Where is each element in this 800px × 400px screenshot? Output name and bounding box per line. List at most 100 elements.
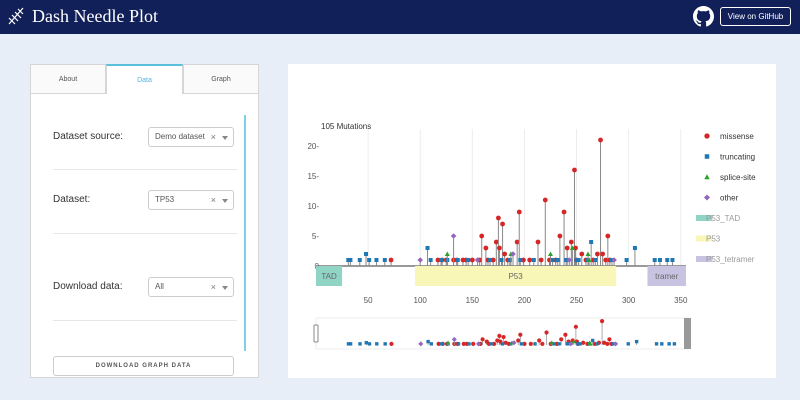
range-needle-point	[568, 341, 574, 347]
range-needle-point	[605, 341, 610, 346]
range-needle-point	[576, 342, 580, 346]
x-tick-label: 250	[570, 296, 584, 305]
range-needle-point	[588, 341, 593, 346]
needle-point-truncating	[364, 252, 369, 256]
needle-point-missense	[514, 239, 520, 245]
range-needle-point	[518, 332, 523, 337]
dataset-select[interactable]: TP53 ×	[148, 190, 234, 210]
tab-data[interactable]: Data	[106, 64, 183, 94]
range-needle-point	[456, 342, 461, 346]
dataset-source-label: Dataset source:	[53, 131, 124, 142]
view-on-github-button[interactable]: View on GitHub	[720, 7, 791, 26]
range-needle-point	[511, 340, 517, 346]
needle-point-truncating	[593, 258, 598, 262]
app-title: Dash Needle Plot	[32, 6, 158, 26]
range-needle-point	[461, 341, 466, 346]
needle-point-truncating	[624, 258, 629, 262]
range-needle-point	[626, 342, 630, 346]
needle-point-missense	[500, 221, 505, 227]
legend-swatch	[696, 235, 712, 242]
needle-point-truncating	[499, 258, 504, 262]
y-tick-label: 15-	[307, 172, 319, 181]
needle-point-truncating	[518, 258, 523, 262]
tab-graph[interactable]: Graph	[183, 64, 259, 94]
needle-point-other	[510, 251, 516, 257]
range-needle-point	[540, 341, 545, 346]
needle-point-missense	[495, 215, 501, 221]
needle-plot-panel: 105 Mutations5010015020025030035005-10-1…	[288, 64, 776, 378]
range-needle-point	[375, 342, 379, 346]
needle-point-truncating	[367, 258, 372, 262]
dataset-source-value: Demo dataset	[155, 132, 205, 141]
download-data-label: Download data:	[53, 281, 123, 292]
dataset-source-select[interactable]: Demo dataset ×	[148, 127, 234, 147]
range-needle-point	[389, 341, 394, 346]
needle-point-missense	[568, 239, 574, 245]
x-tick-label: 50	[364, 296, 373, 305]
x-tick-label: 300	[622, 296, 636, 305]
legend-swatch	[696, 215, 712, 221]
range-needle-point	[348, 342, 353, 346]
needle-point-missense	[479, 233, 485, 239]
range-needle-point	[445, 340, 451, 345]
needle-point-truncating	[488, 258, 493, 262]
range-needle-point	[563, 332, 568, 337]
range-needle-point	[519, 342, 524, 346]
range-needle-point	[500, 342, 505, 346]
needle-point-other	[474, 257, 481, 263]
data-tab-content: Dataset source: Demo dataset × Dataset: …	[30, 94, 259, 378]
range-handle-left	[313, 324, 319, 343]
range-needle-point	[599, 319, 605, 324]
y-tick-label: 10-	[307, 202, 319, 211]
needle-point-truncating	[346, 258, 351, 262]
divider	[53, 169, 237, 170]
needle-point-truncating	[550, 258, 555, 262]
clear-icon[interactable]: ×	[210, 195, 216, 205]
clear-icon[interactable]: ×	[210, 282, 216, 292]
range-needle-point	[364, 341, 368, 345]
chevron-down-icon[interactable]	[222, 199, 228, 203]
needle-point-missense	[579, 251, 585, 257]
needle-point-truncating	[665, 258, 670, 262]
x-tick-label: 100	[414, 296, 428, 305]
needle-plot[interactable]: 105 Mutations5010015020025030035005-10-1…	[288, 64, 776, 378]
range-needle-point	[667, 342, 671, 346]
x-tick-label: 350	[674, 296, 688, 305]
scrollbar[interactable]	[244, 115, 246, 351]
needle-point-splice-site	[569, 245, 575, 250]
tab-bar: About Data Graph	[30, 64, 259, 94]
download-graph-data-button[interactable]: DOWNLOAD GRAPH DATA	[53, 356, 234, 376]
needle-point-other	[417, 257, 424, 263]
domain-label: TAD	[321, 272, 337, 281]
range-handle-right	[684, 318, 691, 349]
needle-point-truncating	[589, 240, 594, 244]
needle-point-missense	[388, 257, 394, 263]
dataset-label: Dataset:	[53, 194, 91, 205]
chevron-down-icon[interactable]	[222, 286, 228, 290]
legend-marker	[704, 133, 710, 139]
x-tick-label: 150	[466, 296, 480, 305]
dataset-value: TP53	[155, 195, 175, 204]
range-needle-point	[559, 337, 564, 342]
divider	[53, 233, 237, 234]
tab-about[interactable]: About	[30, 64, 106, 94]
range-needle-point	[544, 330, 549, 335]
legend-label: P53_TAD	[706, 214, 740, 223]
needle-point-truncating	[576, 258, 581, 262]
range-needle-point	[660, 342, 664, 346]
domain-label: tramer	[655, 272, 678, 281]
legend-label: P53	[706, 235, 721, 244]
needle-point-missense	[483, 245, 489, 251]
github-icon[interactable]	[693, 6, 714, 27]
clear-icon[interactable]: ×	[210, 132, 216, 142]
needle-point-splice-site	[444, 251, 450, 256]
range-needle-point	[590, 338, 595, 343]
range-needle-point	[440, 342, 444, 346]
download-data-select[interactable]: All ×	[148, 277, 234, 297]
divider	[53, 320, 237, 321]
chevron-down-icon[interactable]	[222, 136, 228, 140]
needle-point-truncating	[466, 258, 471, 262]
range-needle-point	[426, 339, 430, 344]
needle-point-missense	[557, 233, 563, 239]
range-needle-point	[607, 337, 612, 342]
